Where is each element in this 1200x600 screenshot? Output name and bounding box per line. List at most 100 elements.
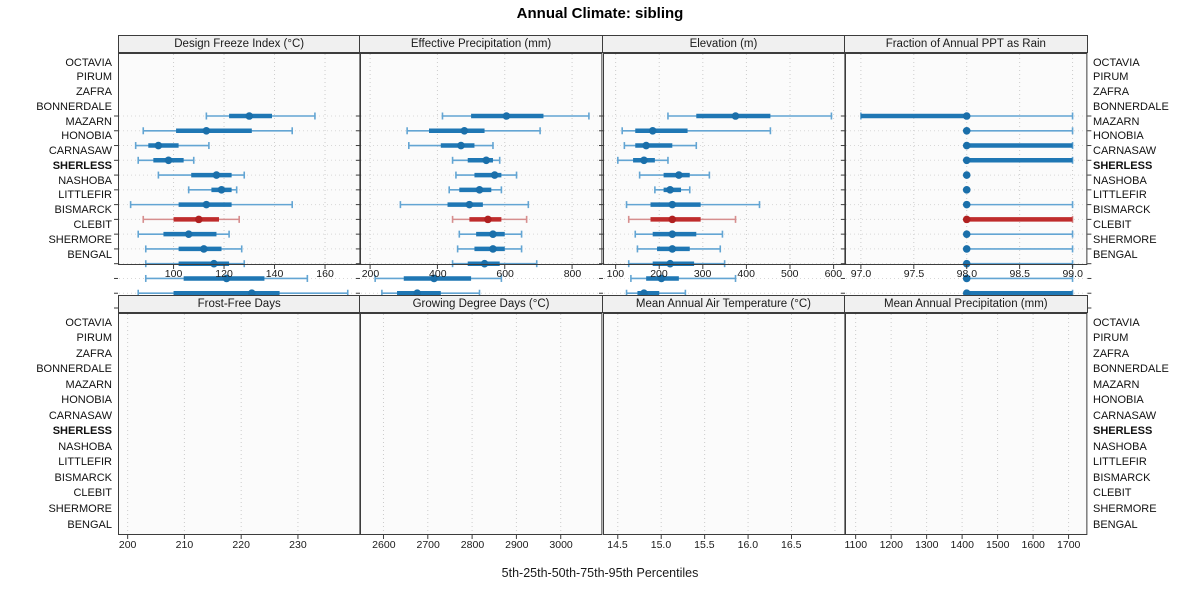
series-bonnerdale (963, 156, 1074, 165)
row-label-left-shermore: SHERMORE (48, 233, 112, 246)
series-zafra (134, 141, 210, 150)
series-pirum (142, 126, 294, 135)
row-label-left-clebit: CLEBIT (73, 218, 112, 231)
axis-tick-label: 400 (429, 268, 447, 280)
row-label-right-bismarck: BISMARCK (1093, 471, 1151, 484)
axis-tick-label: 210 (175, 539, 194, 551)
panel-strip-frost-free-days: Frost-Free Days (118, 295, 361, 313)
row-label-right-octavia: OCTAVIA (1093, 56, 1140, 69)
axis-tick-label: 300 (693, 268, 712, 280)
series-pirum (621, 126, 771, 135)
series-bonnerdale (452, 156, 501, 165)
axis-tick-label: 2900 (505, 539, 529, 551)
row-label-left-sherless: SHERLESS (52, 159, 112, 172)
series-sherless (627, 215, 737, 224)
row-label-left-octavia: OCTAVIA (65, 56, 112, 69)
series-octavia (860, 112, 1074, 120)
series-honobia (187, 186, 238, 194)
axis-tick-label: 140 (265, 268, 284, 280)
row-label-left-nashoba: NASHOBA (58, 174, 112, 187)
series-carnasaw (625, 200, 761, 209)
row-label-right-bismarck: BISMARCK (1093, 204, 1151, 217)
row-label-right-zafra: ZAFRA (1093, 347, 1130, 360)
row-label-left-carnasaw: CARNASAW (48, 145, 112, 158)
row-label-left-bengal: BENGAL (67, 518, 112, 531)
row-label-left-mazarn: MAZARN (65, 115, 112, 128)
series-octavia (666, 112, 832, 120)
panel-plot-design-freeze-index-c (114, 53, 361, 312)
row-label-right-pirum: PIRUM (1093, 71, 1129, 84)
series-zafra (623, 141, 697, 150)
row-label-left-bonnerdale: BONNERDALE (36, 100, 112, 113)
series-nashoba (137, 230, 230, 238)
axis-tick-label: 98.5 (1009, 268, 1030, 280)
axis-tick-label: 2600 (372, 539, 396, 551)
axis-tick-label: 200 (650, 268, 668, 280)
panel-title: Fraction of Annual PPT as Rain (885, 38, 1046, 50)
row-label-right-shermore: SHERMORE (1093, 502, 1157, 515)
series-sherless (963, 215, 1074, 224)
axis-tick-label: 500 (781, 268, 799, 280)
row-label-left-honobia: HONOBIA (61, 394, 112, 407)
axis-tick-label: 200 (361, 268, 380, 280)
series-sherless (452, 215, 528, 224)
row-label-left-mazarn: MAZARN (65, 378, 112, 391)
panel-plot-mean-annual-precipitation-mm (845, 313, 1088, 539)
row-label-right-carnasaw: CARNASAW (1093, 145, 1157, 158)
series-carnasaw (399, 200, 530, 209)
series-nashoba (634, 230, 723, 238)
axis-tick-label: 1300 (915, 539, 939, 551)
series-honobia (653, 186, 691, 194)
panel-strip-mean-annual-precipitation-mm: Mean Annual Precipitation (mm) (844, 295, 1088, 313)
figure-title: Annual Climate: sibling (516, 5, 684, 22)
axis-tick-label: 100 (164, 268, 183, 280)
row-label-left-zafra: ZAFRA (75, 86, 112, 99)
row-label-left-bismarck: BISMARCK (54, 204, 112, 217)
series-honobia (448, 186, 503, 194)
panel-plot-mean-annual-air-temperature-c (602, 313, 846, 539)
axis-tick-label: 100 (606, 268, 625, 280)
row-label-right-octavia: OCTAVIA (1093, 316, 1140, 329)
axis-tick-label: 230 (289, 539, 307, 551)
axis-tick-label: 160 (316, 268, 334, 280)
axis-tick-label: 600 (496, 268, 514, 280)
series-nashoba (963, 230, 1074, 238)
panel-plot-effective-precipitation-mm (356, 53, 603, 312)
row-label-right-carnasaw: CARNASAW (1093, 409, 1157, 422)
axis-tick-label: 1700 (1057, 539, 1081, 551)
panel-title: Mean Annual Air Temperature (°C) (635, 298, 811, 310)
row-label-left-clebit: CLEBIT (73, 487, 112, 500)
series-clebit (963, 274, 1074, 283)
axis-tick-label: 120 (215, 268, 233, 280)
panel-strip-growing-degree-days-c: Growing Degree Days (°C) (359, 295, 603, 313)
panel-strip-mean-annual-air-temperature-c: Mean Annual Air Temperature (°C) (601, 295, 846, 313)
row-label-left-bonnerdale: BONNERDALE (36, 363, 112, 376)
percentiles-caption: 5th-25th-50th-75th-95th Percentiles (501, 566, 699, 580)
row-label-right-nashoba: NASHOBA (1093, 174, 1147, 187)
axis-tick-label: 14.5 (607, 539, 628, 551)
panel-strip-fraction-of-annual-ppt-as-rain: Fraction of Annual PPT as Rain (844, 35, 1088, 53)
row-label-left-nashoba: NASHOBA (58, 440, 112, 453)
series-clebit (374, 274, 503, 283)
axis-tick-label: 15.0 (650, 539, 672, 551)
panel-plot-frost-free-days (118, 313, 361, 539)
series-bonnerdale (616, 156, 669, 165)
axis-tick-label: 1500 (986, 539, 1010, 551)
axis-tick-label: 15.5 (694, 539, 715, 551)
axis-tick-label: 99.0 (1062, 268, 1083, 280)
axis-tick-label: 2700 (416, 539, 440, 551)
row-label-right-sherless: SHERLESS (1093, 425, 1153, 438)
series-littlefir (636, 245, 721, 253)
series-littlefir (144, 245, 243, 253)
series-littlefir (963, 245, 1074, 253)
panel-plot-growing-degree-days-c (360, 313, 603, 539)
series-bismarck (452, 259, 538, 268)
series-bonnerdale (137, 156, 195, 165)
row-label-left-littlefir: LITTLEFIR (58, 189, 112, 202)
row-label-right-honobia: HONOBIA (1093, 394, 1144, 407)
row-label-right-nashoba: NASHOBA (1093, 440, 1147, 453)
row-label-right-mazarn: MAZARN (1093, 378, 1140, 391)
series-octavia (442, 112, 591, 120)
axis-tick-label: 800 (563, 268, 582, 280)
